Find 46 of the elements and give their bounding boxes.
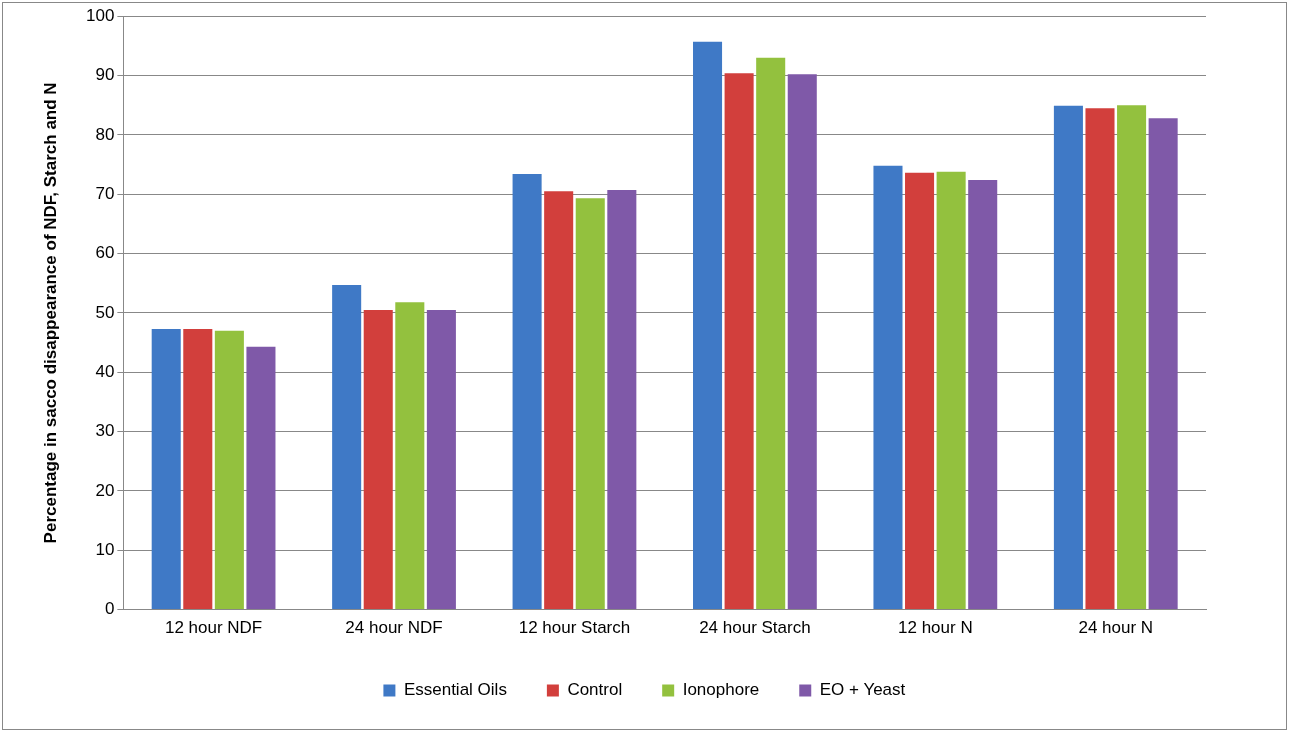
x-tick-label: 24 hour N (1078, 618, 1154, 638)
bar (724, 73, 754, 610)
legend-label: Essential Oils (403, 680, 507, 700)
y-tick-label: 60 (95, 243, 115, 263)
y-tick-label: 90 (95, 65, 115, 85)
bar (936, 171, 966, 610)
bar (246, 346, 276, 610)
bar (426, 309, 456, 610)
x-tick-label: 12 hour NDF (164, 618, 263, 638)
y-tick-label: 10 (95, 539, 115, 559)
bar (1117, 105, 1147, 610)
x-tick-label: 24 hour NDF (345, 618, 443, 638)
bar (607, 190, 637, 610)
bar (575, 198, 605, 610)
x-tick-label: 12 hour N (898, 618, 973, 638)
bar (693, 41, 723, 610)
bar (363, 309, 393, 610)
legend-label: Control (567, 680, 623, 700)
bar (183, 328, 213, 610)
bar (756, 57, 786, 610)
x-tick-label: 24 hour Starch (699, 618, 811, 638)
y-tick-label: 50 (95, 302, 115, 322)
bar (395, 302, 425, 610)
bar (1148, 118, 1178, 610)
legend-label: EO + Yeast (819, 680, 906, 700)
bar (512, 174, 542, 610)
y-axis-title: Percentage in sacco disappearance of NDF, Starch and N (40, 82, 60, 544)
x-tick-label: 12 hour Starch (518, 618, 631, 638)
bar (873, 165, 903, 610)
bar (151, 328, 181, 610)
bar (332, 285, 362, 610)
legend-label: Ionophore (682, 680, 760, 700)
bar (787, 74, 817, 610)
y-tick-label: 0 (104, 599, 115, 619)
y-tick-label: 100 (85, 5, 115, 25)
y-tick-label: 40 (95, 361, 115, 381)
bar (1053, 105, 1083, 610)
bar (968, 179, 998, 610)
bar (214, 330, 244, 610)
y-tick-label: 70 (95, 183, 115, 203)
bar (1085, 108, 1115, 610)
bar (905, 172, 935, 610)
bar (544, 191, 574, 610)
y-tick-label: 20 (95, 480, 115, 500)
y-tick-label: 30 (95, 421, 115, 441)
y-tick-label: 80 (95, 124, 115, 144)
